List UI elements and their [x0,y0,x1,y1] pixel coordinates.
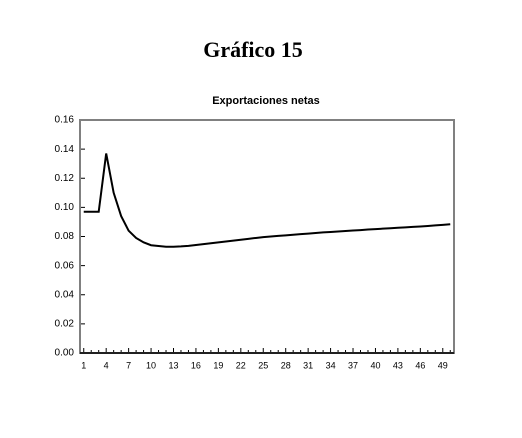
x-tick-label: 16 [191,360,201,370]
y-tick-label: 0.04 [55,289,75,300]
x-tick-label: 1 [81,360,86,370]
x-tick-label: 34 [326,360,336,370]
y-tick-label: 0.16 [55,115,75,126]
y-tick-label: 0.08 [55,231,75,242]
chart-title: Gráfico 15 [203,37,303,62]
x-tick-label: 10 [146,360,156,370]
y-tick-label: 0.00 [55,348,75,359]
x-tick-label: 31 [303,360,313,370]
y-tick-label: 0.06 [55,260,75,271]
x-tick-label: 49 [438,360,448,370]
chart-subtitle: Exportaciones netas [212,95,320,107]
y-tick-label: 0.12 [55,173,75,184]
x-tick-label: 43 [393,360,403,370]
x-tick-label: 22 [236,360,246,370]
x-tick-label: 13 [168,360,178,370]
line-series [83,153,451,248]
x-tick-label: 7 [126,360,131,370]
y-tick-label: 0.14 [55,144,75,155]
x-tick-label: 25 [258,360,268,370]
x-tick-label: 4 [104,360,109,370]
x-tick-label: 28 [281,360,291,370]
x-tick-label: 37 [348,360,358,370]
x-tick-label: 46 [415,360,425,370]
y-tick-label: 0.02 [55,319,75,330]
y-tick-label: 0.10 [55,202,75,213]
x-tick-label: 40 [370,360,380,370]
x-tick-label: 19 [213,360,223,370]
